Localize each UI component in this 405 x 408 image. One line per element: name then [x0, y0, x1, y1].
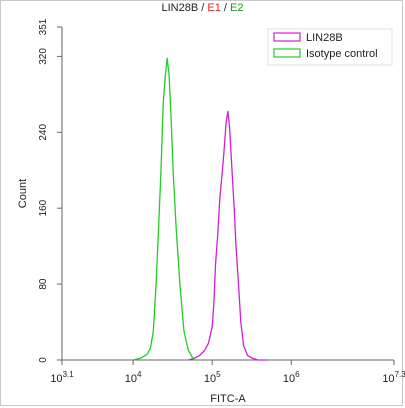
series-layer	[132, 57, 268, 361]
x-tick-label: 107.3	[382, 370, 405, 385]
x-tick-exponent: 3.1	[63, 370, 75, 379]
title-part: E2	[230, 2, 244, 14]
legend-label: Isotype control	[306, 48, 378, 60]
x-tick-exponent: 6	[295, 370, 300, 379]
y-tick-label: 80	[38, 278, 49, 290]
x-tick-base: 10	[204, 373, 216, 385]
x-tick-label: 104	[125, 370, 142, 385]
legend: LIN28B Isotype control	[267, 28, 393, 66]
x-tick-base: 10	[50, 373, 62, 385]
y-axis-label: Count	[17, 179, 29, 208]
y-tick-label: 0	[38, 357, 49, 363]
legend-label: LIN28B	[306, 32, 343, 44]
legend-swatch	[273, 32, 301, 42]
x-tick-exponent: 5	[216, 370, 221, 379]
title-part: /	[220, 2, 231, 14]
x-axis-label: FITC-A	[210, 393, 246, 405]
series-line-0	[188, 110, 268, 361]
title-part: /	[198, 2, 208, 14]
y-tick-label: 240	[38, 124, 49, 141]
x-tick-exponent: 4	[137, 370, 142, 379]
y-tick-label: 320	[38, 48, 49, 65]
x-tick-label: 105	[204, 370, 221, 385]
x-tick-base: 10	[125, 373, 137, 385]
title-part: E1	[207, 2, 221, 14]
x-tick-label: 103.1	[50, 370, 74, 385]
y-tick-label: 160	[38, 199, 49, 216]
title-part: LIN28B	[161, 2, 199, 14]
x-tick-exponent: 7.3	[395, 370, 405, 379]
chart-title: LIN28B / E1 / E2	[0, 2, 405, 14]
y-tick-label: 351	[38, 18, 49, 35]
x-axis-ticks: 103.1 104 105 106 107.3	[50, 360, 405, 385]
series-line-1	[132, 57, 200, 361]
x-tick-base: 10	[382, 373, 394, 385]
x-tick-label: 106	[283, 370, 300, 385]
y-axis-ticks: 0 80 160 240 320 351	[38, 18, 62, 363]
x-tick-base: 10	[283, 373, 295, 385]
legend-swatch	[273, 48, 301, 58]
